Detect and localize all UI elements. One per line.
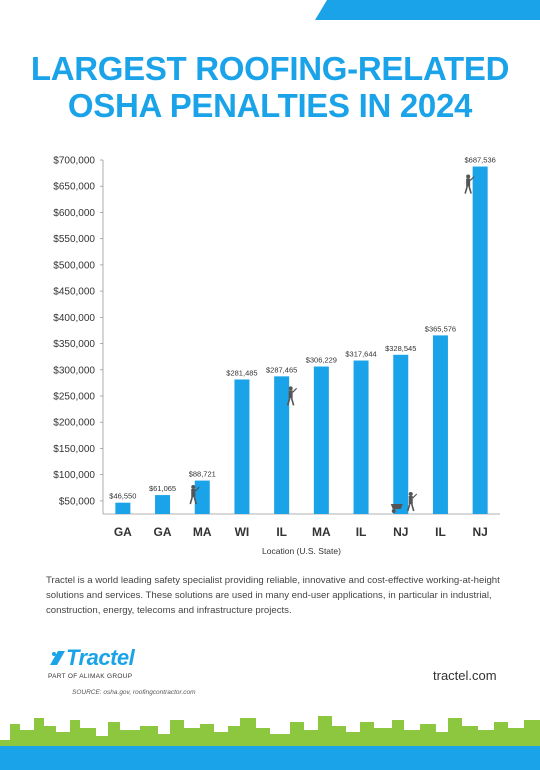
title-line-1: LARGEST ROOFING-RELATED [30, 50, 510, 87]
bar-value-label: $61,065 [149, 484, 176, 493]
bar-value-label: $365,576 [425, 324, 456, 333]
bar [432, 335, 448, 514]
x-tick-label: IL [356, 525, 367, 539]
logo-subtitle: PART OF ALIMAK GROUP [48, 673, 133, 680]
worker-figure-icon [464, 174, 475, 194]
bar [155, 495, 171, 514]
y-tick-label: $700,000 [53, 156, 95, 167]
worker-figure-icon [189, 485, 200, 505]
x-tick-label: GA [114, 525, 132, 539]
x-tick-label: NJ [393, 525, 408, 539]
skyline-ground-band [0, 746, 540, 770]
x-tick-label: IL [276, 525, 287, 539]
page-title: LARGEST ROOFING-RELATED OSHA PENALTIES I… [0, 50, 540, 124]
y-tick-label: $350,000 [53, 339, 95, 350]
source-note: SOURCE: osha.gov, roofingcontractor.com [72, 689, 196, 696]
bar-value-label: $306,229 [306, 356, 337, 365]
y-tick-label: $450,000 [53, 287, 95, 298]
worker-figure-icon [286, 386, 298, 406]
city-skyline-decoration [0, 716, 540, 770]
x-tick-label: MA [193, 525, 212, 539]
penalties-bar-chart: $50,000 $100,000 $150,000 $200,000 $250,000 $… [53, 156, 500, 556]
x-tick-label: GA [154, 525, 172, 539]
bar-value-label: $88,721 [189, 470, 216, 479]
bar-value-label: $328,545 [385, 344, 416, 353]
y-tick-label: $50,000 [59, 496, 96, 507]
title-line-2: OSHA PENALTIES IN 2024 [67, 87, 473, 124]
website-link[interactable]: tractel.com [433, 668, 497, 683]
x-tick-label: WI [235, 525, 250, 539]
tractel-logo: Tractel PART OF ALIMAK GROUP [48, 645, 135, 680]
bar-value-label: $687,536 [465, 156, 496, 165]
y-tick-label: $500,000 [53, 260, 95, 271]
bar [194, 480, 210, 514]
x-axis-label: Location (U.S. State) [262, 546, 341, 556]
bar-value-label: $317,644 [345, 350, 376, 359]
bar [274, 376, 290, 514]
y-tick-label: $650,000 [53, 182, 95, 193]
bar-value-label: $287,465 [266, 365, 297, 374]
bar [313, 366, 329, 514]
company-description: Tractel is a world leading safety specia… [46, 575, 500, 616]
bar [393, 354, 409, 514]
top-accent-bar [315, 0, 540, 20]
y-tick-label: $550,000 [53, 234, 95, 245]
wheelbarrow-icon [390, 504, 403, 513]
y-tick-label: $600,000 [53, 208, 95, 219]
bar [472, 166, 488, 514]
bar [353, 360, 369, 514]
y-tick-label: $200,000 [53, 418, 95, 429]
bar-value-label: $46,550 [109, 492, 136, 501]
x-tick-label: NJ [472, 525, 487, 539]
tractel-logo-icon [50, 651, 65, 665]
x-tick-label: IL [435, 525, 446, 539]
bar-value-label: $281,485 [226, 368, 257, 377]
bar [234, 379, 250, 514]
y-tick-label: $150,000 [53, 444, 95, 455]
logo-name: Tractel [48, 645, 135, 671]
x-tick-label: MA [312, 525, 331, 539]
y-tick-label: $250,000 [53, 392, 95, 403]
y-tick-label: $400,000 [53, 313, 95, 324]
worker-figure-icon [406, 492, 418, 512]
y-tick-label: $300,000 [53, 365, 95, 376]
y-tick-label: $100,000 [53, 470, 95, 481]
bar [115, 502, 131, 514]
